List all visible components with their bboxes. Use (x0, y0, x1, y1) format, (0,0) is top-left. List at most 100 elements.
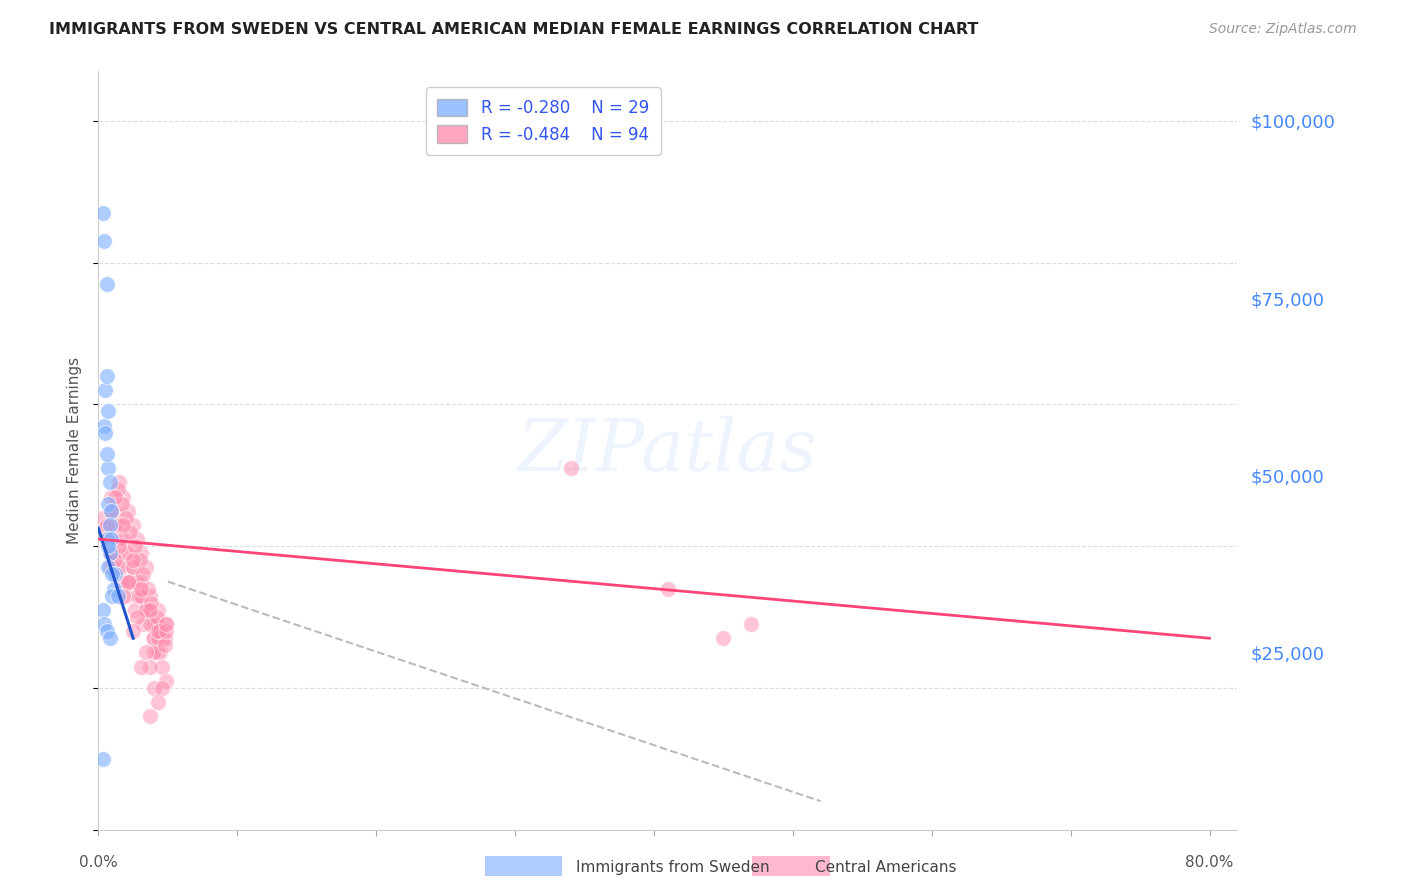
Text: Central Americans: Central Americans (815, 860, 957, 874)
Point (132, 617, 155, 632)
Point (91, 603, 114, 617)
Point (96, 369, 118, 384)
Point (98, 475, 121, 490)
Point (91, 510, 114, 524)
Point (112, 589, 135, 603)
Point (155, 673, 177, 688)
Point (713, 632, 735, 646)
Point (97, 532, 120, 546)
Point (115, 510, 138, 524)
Point (108, 539, 131, 553)
Point (127, 532, 149, 546)
Point (108, 475, 131, 490)
Point (97, 461, 120, 475)
Point (148, 645, 170, 659)
Point (94, 425, 117, 440)
Point (104, 553, 127, 567)
Point (122, 517, 145, 532)
Point (128, 589, 150, 603)
Y-axis label: Median Female Earnings: Median Female Earnings (67, 357, 83, 544)
Point (93, 235, 115, 249)
Point (110, 560, 132, 574)
Point (155, 624, 177, 639)
Point (98, 517, 121, 532)
Point (145, 617, 167, 632)
Point (143, 632, 166, 646)
Point (96, 517, 118, 532)
Point (127, 589, 149, 603)
Point (94, 383, 117, 397)
Point (100, 532, 122, 546)
Point (135, 603, 157, 617)
Point (153, 638, 176, 652)
Point (146, 645, 169, 659)
Point (94, 521, 117, 535)
Point (657, 582, 679, 596)
Point (143, 681, 166, 695)
Point (98, 560, 121, 574)
Point (107, 483, 129, 497)
Point (108, 517, 131, 532)
Point (145, 610, 167, 624)
Point (101, 567, 124, 582)
Point (138, 582, 160, 596)
Point (129, 553, 152, 567)
Point (93, 418, 115, 433)
Point (103, 582, 125, 596)
Point (122, 553, 145, 567)
Point (101, 589, 124, 603)
Point (104, 504, 127, 518)
Point (112, 532, 135, 546)
Point (112, 517, 135, 532)
Point (104, 567, 127, 582)
Point (124, 603, 146, 617)
Point (148, 624, 170, 639)
Point (131, 582, 153, 596)
Text: 0.0%: 0.0% (79, 855, 118, 870)
Point (150, 659, 173, 673)
Point (107, 589, 129, 603)
Point (120, 574, 142, 589)
Point (122, 560, 145, 574)
Point (93, 617, 115, 632)
Point (104, 517, 127, 532)
Point (135, 560, 157, 574)
Point (153, 632, 176, 646)
Point (139, 603, 162, 617)
Point (100, 504, 122, 518)
Point (146, 695, 169, 709)
Point (138, 603, 160, 617)
Point (91, 206, 114, 220)
Point (143, 617, 166, 632)
Point (150, 681, 173, 695)
Point (131, 574, 153, 589)
Point (127, 610, 149, 624)
Point (96, 447, 118, 461)
Point (117, 574, 139, 589)
Point (97, 539, 120, 553)
Point (91, 752, 114, 766)
Point (146, 624, 169, 639)
Point (97, 560, 120, 574)
Point (117, 574, 139, 589)
Point (150, 632, 173, 646)
Point (139, 709, 162, 723)
Point (135, 603, 157, 617)
Point (96, 624, 118, 639)
Point (104, 490, 127, 504)
Point (111, 574, 134, 589)
Point (143, 645, 166, 659)
Point (96, 277, 118, 291)
Point (131, 659, 153, 673)
Point (114, 546, 136, 560)
Point (155, 617, 177, 632)
Point (135, 645, 157, 659)
Point (98, 632, 121, 646)
Point (100, 504, 122, 518)
Point (120, 524, 142, 539)
Point (141, 596, 163, 610)
Point (139, 659, 162, 673)
Point (127, 574, 149, 589)
Text: ZIPatlas: ZIPatlas (517, 415, 818, 486)
Point (124, 539, 146, 553)
